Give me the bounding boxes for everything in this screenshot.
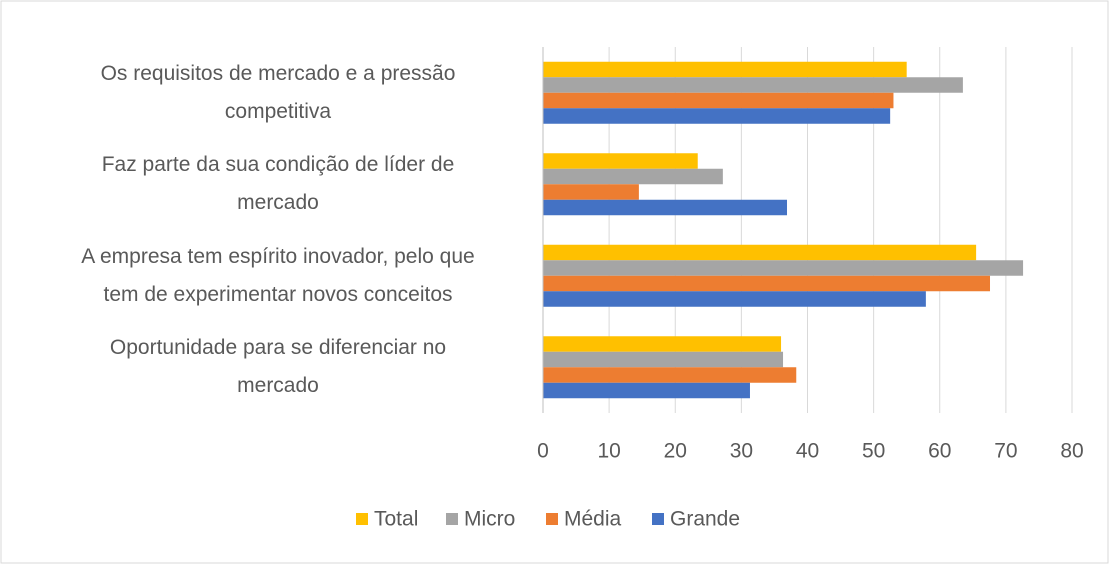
bar — [543, 291, 926, 307]
x-tick-label: 70 — [994, 440, 1017, 463]
x-tick-label: 40 — [796, 440, 819, 463]
legend-label: Média — [564, 508, 622, 531]
category-label: Os requisitos de mercado e a pressão com… — [100, 61, 456, 123]
x-tick-label: 10 — [597, 440, 620, 463]
bar — [543, 153, 698, 169]
bar — [543, 108, 891, 124]
bar — [543, 199, 788, 216]
bar — [543, 260, 1024, 276]
category-label: A empresa tem espírito inovador, pelo qu… — [81, 244, 475, 306]
bar — [543, 382, 750, 399]
category-label: Oportunidade para se diferenciar no merc… — [109, 336, 447, 398]
bar — [543, 367, 797, 383]
x-tick-label: 80 — [1060, 440, 1083, 463]
x-tick-label: 20 — [664, 440, 687, 463]
legend-swatch — [546, 513, 558, 525]
bar — [543, 77, 963, 93]
legend-swatch — [446, 513, 458, 525]
bar — [543, 61, 907, 78]
legend-swatch — [356, 513, 368, 525]
bar — [543, 275, 991, 292]
bar — [543, 336, 782, 352]
legend-label: Grande — [670, 508, 740, 531]
bar — [543, 244, 977, 261]
x-tick-label: 60 — [928, 440, 951, 463]
bar — [543, 168, 723, 185]
category-label: Faz parte da sua condição de líder de me… — [101, 153, 455, 215]
legend-label: Total — [374, 508, 418, 531]
legend-swatch — [652, 513, 664, 525]
x-tick-label: 30 — [730, 440, 753, 463]
legend-label: Micro — [464, 508, 515, 531]
bar — [543, 92, 894, 109]
x-tick-label: 0 — [537, 440, 549, 463]
bar — [543, 184, 639, 200]
x-tick-label: 50 — [862, 440, 885, 463]
bar — [543, 351, 784, 368]
